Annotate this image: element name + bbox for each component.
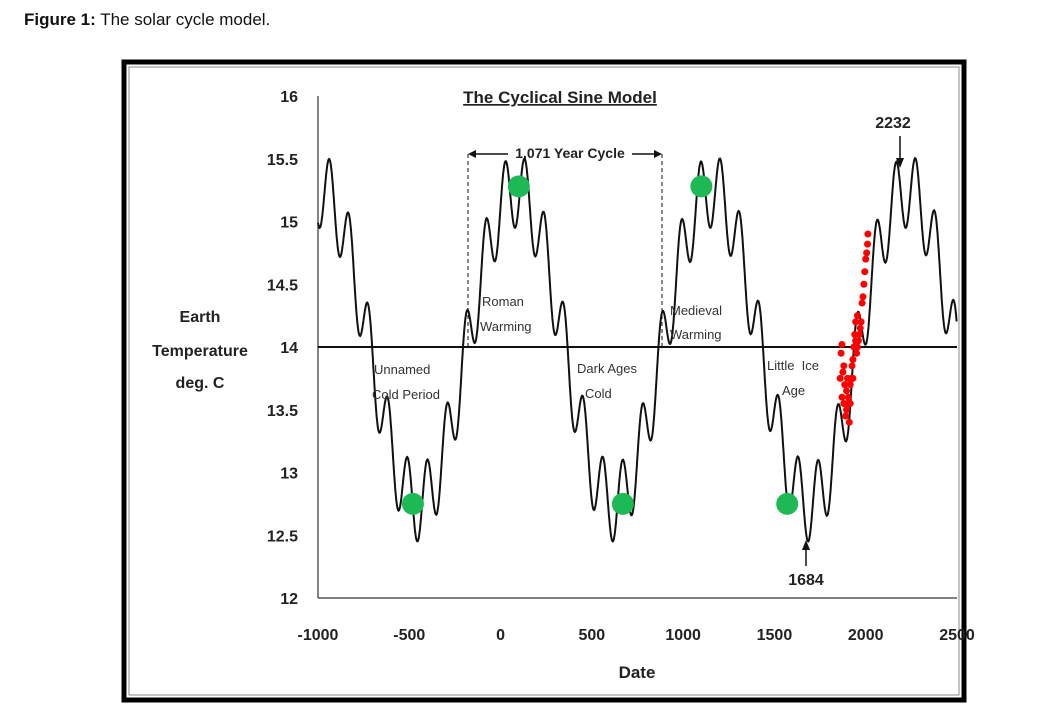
annotation-2232: 2232 — [875, 115, 911, 132]
caption-text: The solar cycle model. — [95, 10, 271, 29]
caption-label: Figure 1: — [24, 10, 96, 29]
red-data-point — [845, 418, 853, 426]
annotation-roman: Warming — [480, 319, 532, 334]
y-label-line: Earth — [180, 309, 221, 326]
red-data-point — [843, 406, 851, 414]
x-tick-label: 1500 — [757, 627, 793, 644]
y-tick-label: 15 — [280, 215, 298, 232]
arrow-up-icon — [802, 540, 810, 550]
red-data-point — [856, 324, 864, 332]
red-data-point — [846, 399, 854, 407]
red-data-point — [837, 349, 845, 357]
annotation-dark: Cold — [585, 386, 612, 401]
red-data-point — [836, 374, 844, 382]
arrow-left-icon — [468, 150, 476, 158]
annotation-little-ice: Little Ice — [767, 358, 819, 373]
green-point — [776, 492, 799, 515]
red-data-point — [853, 312, 861, 320]
red-data-point — [849, 356, 857, 364]
annotations: Unnamed Cold Period Roman Warming Dark A… — [372, 115, 911, 589]
red-data-point — [862, 255, 870, 263]
y-tick-label: 15.5 — [267, 152, 298, 169]
annotation-medieval: Warming — [670, 327, 722, 342]
x-tick-label: -1000 — [298, 627, 339, 644]
red-data-point — [859, 293, 867, 301]
x-tick-label: 1000 — [665, 627, 701, 644]
x-tick-label: -500 — [393, 627, 425, 644]
red-data-point — [849, 374, 857, 382]
cycle-label: 1,071 Year Cycle — [515, 145, 625, 161]
red-data-point — [846, 381, 854, 389]
y-tick-label: 14.5 — [267, 277, 298, 294]
chart-title: The Cyclical Sine Model — [463, 88, 657, 107]
y-tick-label: 13 — [280, 466, 298, 483]
y-tick-label: 14 — [280, 340, 298, 357]
red-data-point — [858, 299, 866, 307]
y-tick-label: 12.5 — [267, 528, 298, 545]
arrow-right-icon — [654, 150, 662, 158]
red-data-point — [848, 362, 856, 370]
red-data-point — [854, 337, 862, 345]
y-tick-label: 16 — [280, 89, 298, 106]
red-data-point — [842, 412, 850, 420]
red-data-point — [839, 368, 847, 376]
red-data-point — [844, 393, 852, 401]
arrow-down-icon — [896, 158, 904, 168]
red-data-point — [853, 343, 861, 351]
red-data-point — [843, 387, 851, 395]
annotation-unnamed: Cold Period — [372, 387, 440, 402]
y-label-line: deg. C — [176, 375, 225, 392]
red-data-point — [860, 280, 868, 288]
chart-frame — [121, 59, 967, 703]
red-data-point — [857, 318, 865, 326]
figure-caption: Figure 1: The solar cycle model. — [24, 10, 270, 30]
y-tick-label: 12 — [280, 591, 298, 608]
red-data-point — [838, 393, 846, 401]
annotation-little-ice: Age — [782, 383, 805, 398]
annotation-1684: 1684 — [788, 572, 824, 589]
cycle-annotation: 1,071 Year Cycle — [467, 145, 663, 347]
annotation-dark: Dark Ages — [577, 361, 637, 376]
x-tick-label: 2500 — [939, 627, 975, 644]
red-data-point — [864, 230, 872, 238]
x-tick-label: 0 — [496, 627, 505, 644]
annotation-roman: Roman — [482, 294, 524, 309]
green-point — [690, 175, 713, 198]
red-data-point — [864, 240, 872, 248]
x-tick-label: 500 — [579, 627, 606, 644]
red-data-point — [840, 362, 848, 370]
annotation-unnamed: Unnamed — [374, 362, 430, 377]
green-point — [401, 492, 424, 515]
red-data-point — [855, 330, 863, 338]
red-data-point — [838, 340, 846, 348]
y-label-line: Temperature — [152, 343, 248, 360]
x-tick-label: 2000 — [848, 627, 884, 644]
annotation-medieval: Medieval — [670, 303, 722, 318]
red-data-point — [852, 318, 860, 326]
y-axis-label: Earth Temperature deg. C — [152, 309, 248, 392]
red-data-point — [841, 381, 849, 389]
red-data-point — [853, 349, 861, 357]
y-tick-label: 13.5 — [267, 403, 298, 420]
green-point — [507, 175, 530, 198]
red-data-point — [861, 268, 869, 276]
green-point — [611, 492, 634, 515]
x-axis-label: Date — [619, 663, 656, 682]
chart-inner-frame — [128, 66, 960, 696]
red-data-point — [863, 249, 871, 257]
